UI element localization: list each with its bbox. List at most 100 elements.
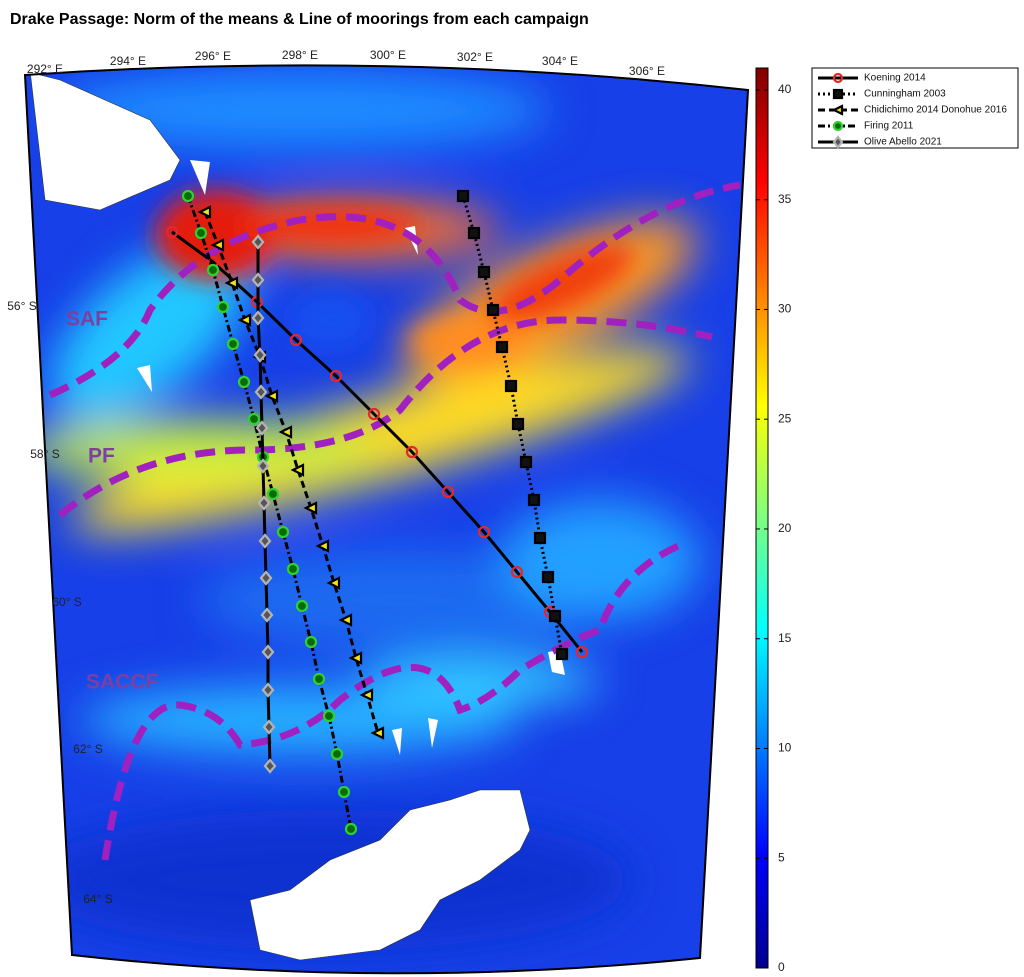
marker [519,455,533,469]
marker [527,493,541,507]
marker [575,645,589,659]
title: Drake Passage: Norm of the means & Line … [10,11,589,28]
lat-label: 64° S [83,892,112,906]
lon-label: 306° E [629,64,665,78]
marker [256,458,270,474]
marker [194,226,208,240]
mooring-line [203,211,380,734]
marker [237,313,252,327]
legend-label: Cunningham 2003 [864,89,946,100]
marker [255,420,269,436]
marker [303,501,318,515]
marker [263,758,277,774]
marker [237,375,251,389]
mooring-line [171,230,584,653]
marker [832,88,844,100]
marker [477,525,491,539]
marker [337,785,351,799]
marker [405,445,419,459]
marker [165,225,179,239]
lat-label: 58° S [30,447,59,461]
lon-label: 298° E [282,48,318,62]
marker [359,688,374,702]
marker [197,205,212,219]
marker [224,276,239,290]
marker [486,303,500,317]
marker [206,263,220,277]
colorbar [755,67,769,969]
marker [247,412,261,426]
front-label: SACCF [86,671,159,694]
colorbar-tick-label: 5 [778,850,785,864]
marker [251,234,265,250]
legend-label: Olive Abello 2021 [864,137,942,148]
marker [278,425,293,439]
colorbar-tick-label: 40 [778,82,792,96]
marker [315,539,330,553]
marker [276,525,290,539]
marker [254,384,268,400]
lon-label: 304° E [542,54,578,68]
legend [811,67,1019,149]
marker [286,562,300,576]
marker [264,389,279,403]
lat-label: 62° S [73,742,102,756]
marker [533,531,547,545]
marker [251,272,265,288]
marker [257,495,271,511]
legend-label: Firing 2011 [864,121,914,132]
lat-label: 60° S [52,595,81,609]
lon-label: 300° E [370,48,406,62]
marker [338,613,353,627]
marker [259,570,273,586]
fronts [48,181,741,861]
legend-label: Koening 2014 [864,73,926,84]
marker [370,726,385,740]
marker [312,672,326,686]
marker [326,576,341,590]
lat-label: 56° S [7,299,36,313]
marker [832,120,844,132]
marker [262,719,276,735]
lon-label: 302° E [457,50,493,64]
marker [344,822,358,836]
marker [261,644,275,660]
lon-label: 292° E [27,62,63,76]
marker [348,651,363,665]
marker [210,238,225,252]
marker [555,647,569,661]
marker [289,333,303,347]
marker [251,310,265,326]
colorbar-tick-label: 15 [778,631,792,645]
marker [495,340,509,354]
colorbar-tick-label: 30 [778,302,792,316]
marker [477,265,491,279]
legend-label: Chidichimo 2014 Donohue 2016 [864,105,1007,116]
marker [260,607,274,623]
marker [441,485,455,499]
front-label: SAF [66,308,108,331]
marker [295,599,309,613]
marker [181,189,195,203]
marker [226,337,240,351]
lon-label: 296° E [195,49,231,63]
marker [266,487,280,501]
front-label: PF [88,445,115,468]
marker [456,189,470,203]
map-frame [23,64,750,975]
marker [367,407,381,421]
marker [511,417,525,431]
marker [330,747,344,761]
moorings [165,189,589,836]
colorbar-tick-label: 0 [778,960,785,974]
marker [831,104,844,116]
marker [322,709,336,723]
marker [329,369,343,383]
marker [216,300,230,314]
marker [258,533,272,549]
marker [261,682,275,698]
colorbar-tick-label: 20 [778,521,792,535]
marker [304,635,318,649]
marker [832,135,844,149]
